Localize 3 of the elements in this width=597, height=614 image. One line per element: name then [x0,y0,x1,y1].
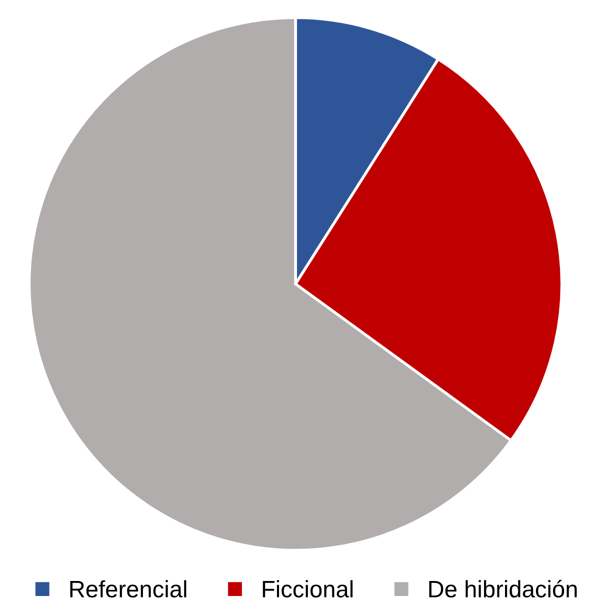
legend-label: De hibridación [429,580,577,598]
legend-label: Referencial [70,580,186,598]
legend-label: Ficcional [262,580,353,598]
